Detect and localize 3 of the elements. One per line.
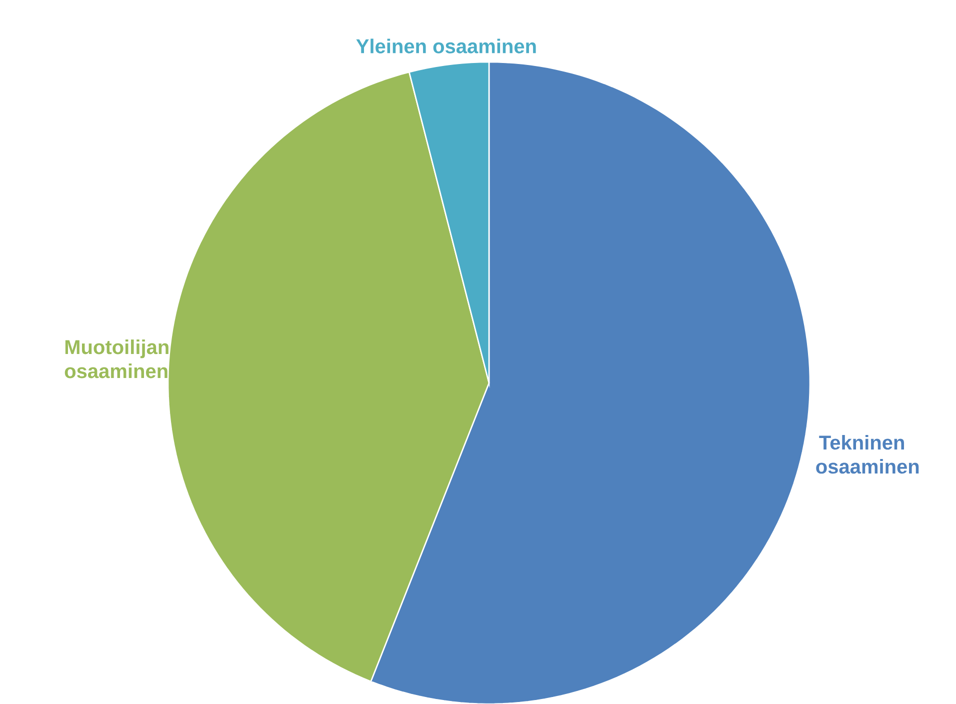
slice-label: Yleinen osaaminen [356,38,536,54]
slice-label: Muotoilijan osaaminen [64,340,168,378]
slice-label: Tekninen osaaminen [816,434,919,474]
